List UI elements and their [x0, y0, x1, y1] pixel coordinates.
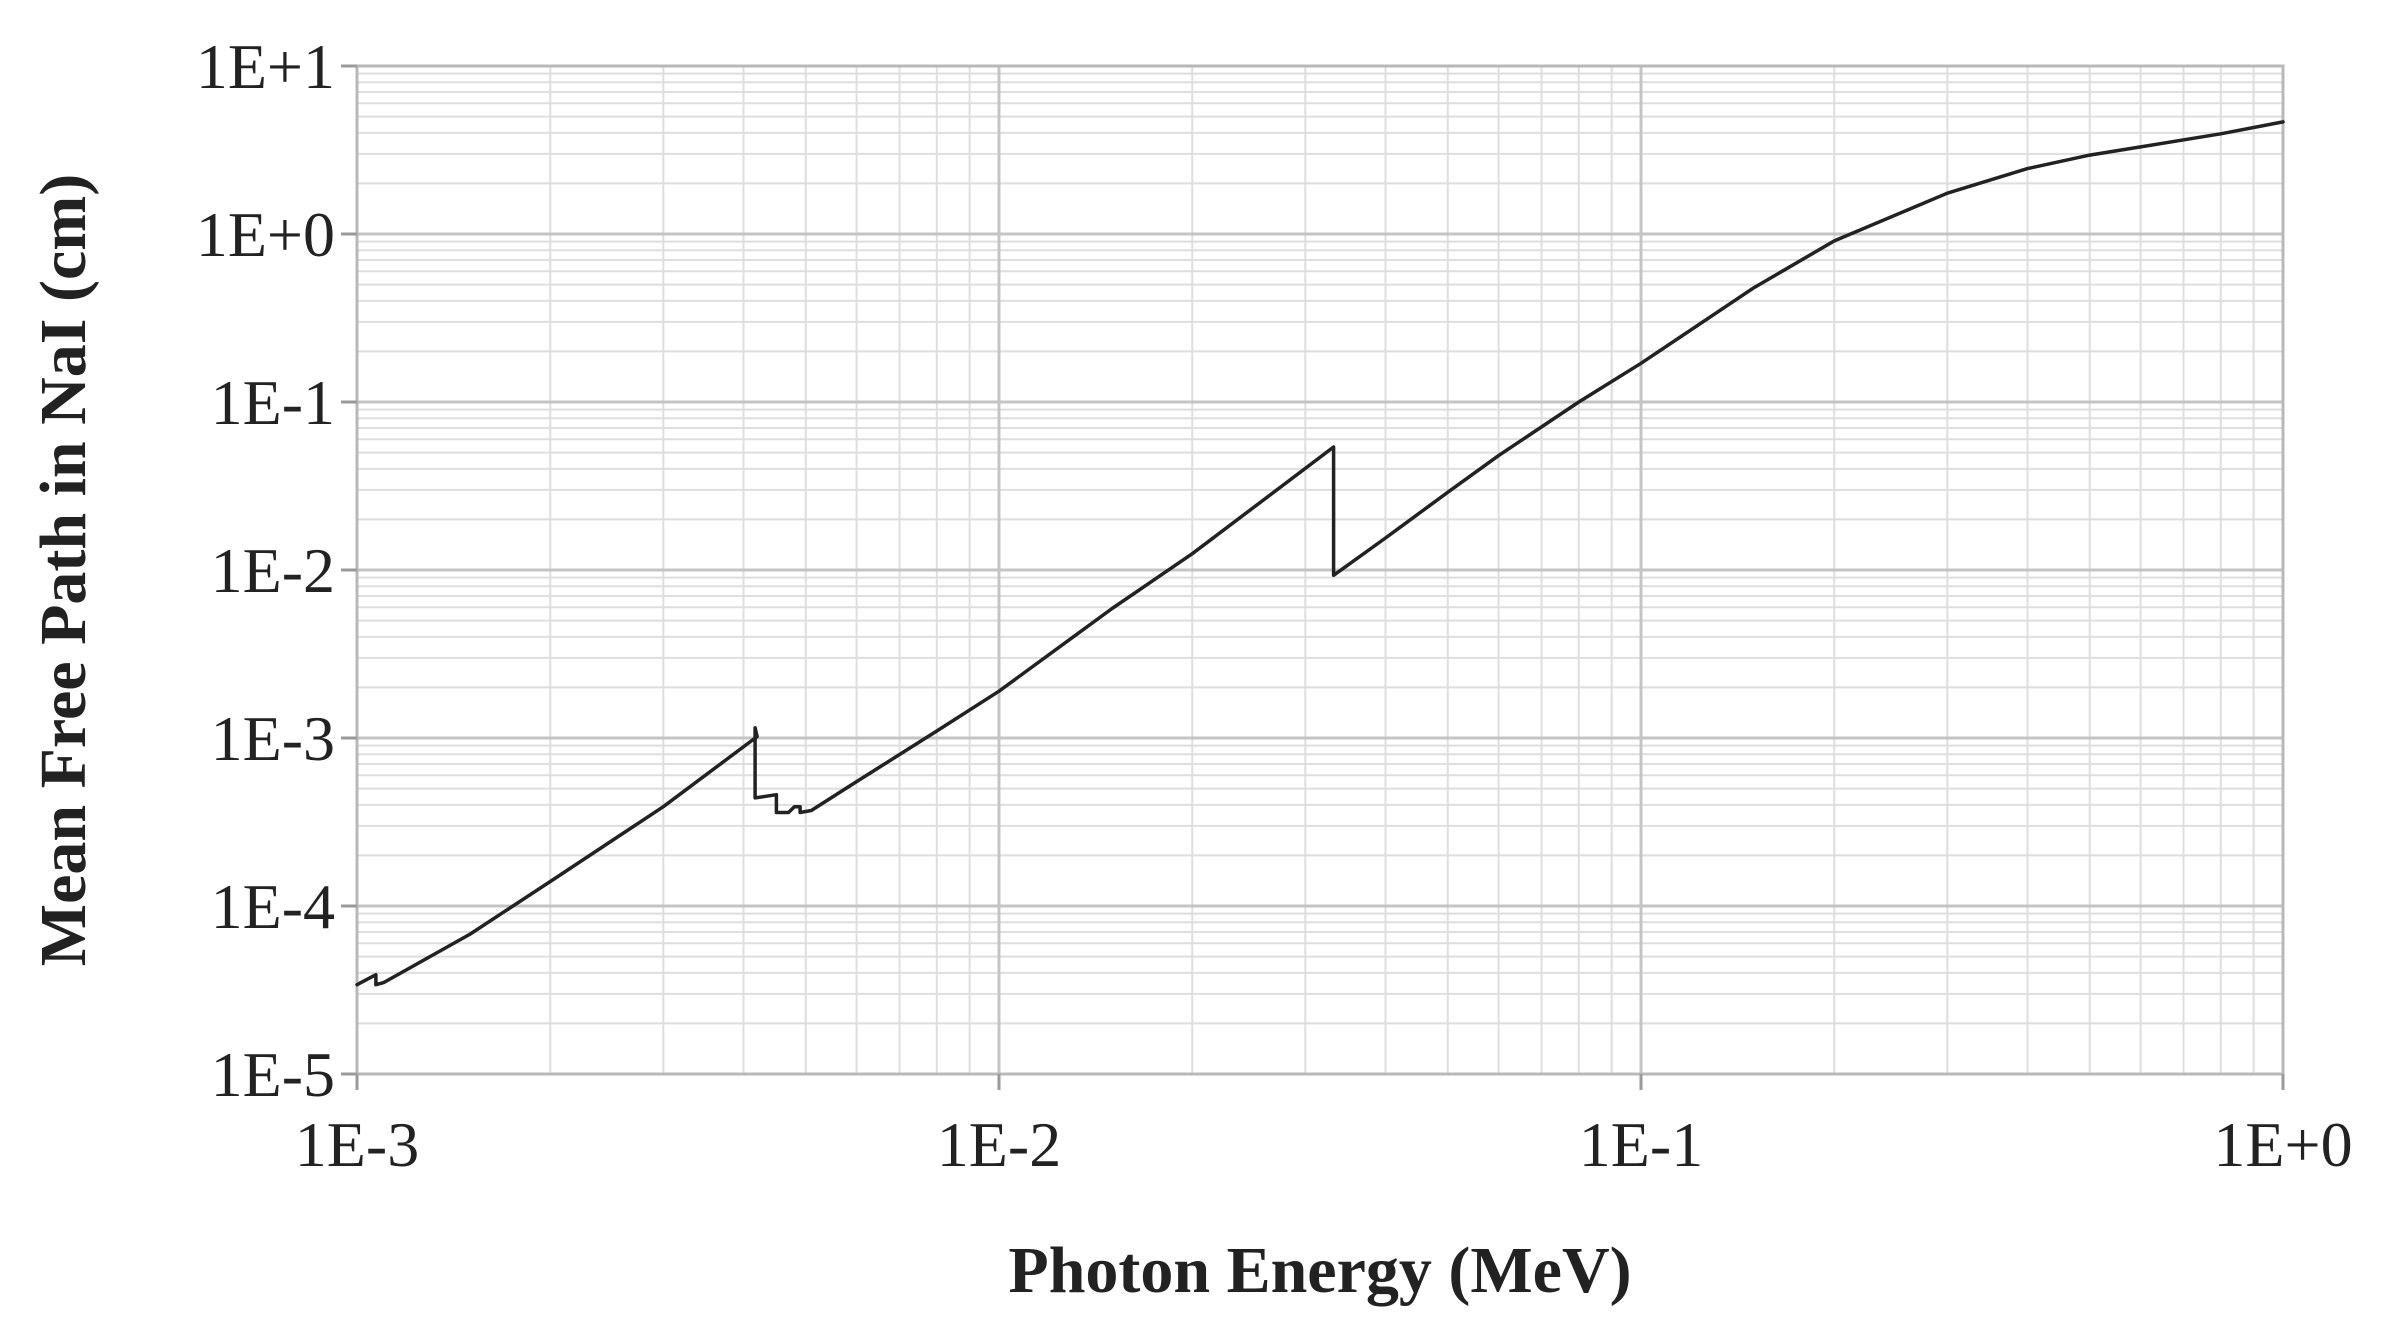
y-tick-label: 1E-2 [211, 535, 335, 606]
x-axis-label: Photon Energy (MeV) [1008, 1234, 1631, 1307]
y-tick-label: 1E+1 [196, 31, 335, 102]
axis-ticks [341, 64, 2285, 1090]
x-tick-label: 1E-3 [295, 1109, 419, 1180]
y-tick-label: 1E-4 [211, 871, 335, 942]
series-line [355, 120, 2285, 987]
y-tick-label: 1E-3 [211, 703, 335, 774]
y-tick-label: 1E-5 [211, 1039, 335, 1110]
x-axis-tick-labels: 1E-3 1E-2 1E-1 1E+0 [295, 1109, 2353, 1180]
x-tick-label: 1E-2 [937, 1109, 1061, 1180]
series-layer [355, 120, 2285, 987]
y-tick-label: 1E+0 [196, 199, 335, 270]
y-tick-label: 1E-1 [211, 367, 335, 438]
y-axis-label: Mean Free Path in NaI (cm) [27, 174, 100, 966]
y-axis-tick-labels: 1E+1 1E+0 1E-1 1E-2 1E-3 1E-4 1E-5 [196, 31, 335, 1110]
x-tick-label: 1E-1 [1579, 1109, 1703, 1180]
x-tick-label: 1E+0 [2213, 1109, 2352, 1180]
